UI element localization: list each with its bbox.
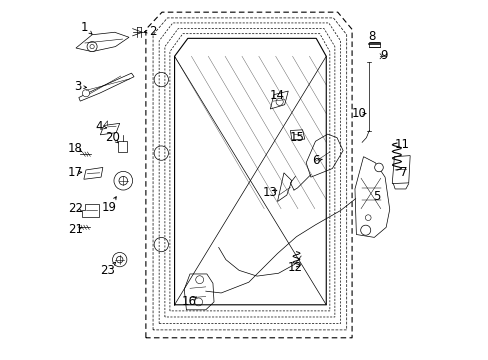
Circle shape (112, 252, 126, 267)
Text: 4: 4 (95, 121, 103, 134)
Text: 3: 3 (74, 80, 81, 93)
Text: 1: 1 (81, 21, 88, 34)
Circle shape (114, 171, 132, 190)
Polygon shape (305, 134, 343, 177)
Polygon shape (290, 130, 304, 140)
Circle shape (119, 176, 127, 185)
Polygon shape (184, 274, 214, 310)
Polygon shape (79, 73, 134, 101)
Text: 15: 15 (289, 131, 305, 144)
Circle shape (116, 256, 122, 263)
Text: 6: 6 (312, 154, 319, 167)
Text: 20: 20 (105, 131, 120, 144)
Text: 9: 9 (380, 49, 387, 62)
Text: 19: 19 (101, 202, 116, 215)
Polygon shape (354, 157, 389, 237)
Text: 17: 17 (68, 166, 82, 179)
Text: 23: 23 (100, 264, 115, 277)
Circle shape (82, 90, 89, 97)
Text: 10: 10 (351, 107, 366, 120)
Polygon shape (100, 123, 120, 135)
Text: 21: 21 (68, 223, 82, 236)
Text: 12: 12 (286, 261, 302, 274)
Text: 18: 18 (68, 142, 82, 155)
Polygon shape (83, 167, 102, 179)
Polygon shape (76, 32, 129, 51)
Text: 8: 8 (367, 30, 375, 43)
Polygon shape (277, 173, 291, 202)
Circle shape (154, 237, 168, 252)
Circle shape (87, 41, 97, 51)
Text: 7: 7 (400, 166, 407, 179)
Polygon shape (270, 91, 287, 109)
Circle shape (276, 98, 283, 105)
Bar (118, 140, 126, 152)
Text: 5: 5 (373, 190, 380, 203)
Circle shape (154, 146, 168, 160)
Polygon shape (368, 41, 379, 47)
Circle shape (360, 225, 370, 235)
Text: 11: 11 (394, 138, 409, 151)
Circle shape (374, 163, 383, 172)
Polygon shape (391, 156, 409, 184)
Circle shape (365, 215, 370, 221)
Text: 2: 2 (149, 25, 157, 38)
Text: 22: 22 (68, 202, 82, 215)
Text: 13: 13 (263, 186, 277, 199)
Text: 16: 16 (181, 295, 196, 308)
Circle shape (90, 44, 94, 49)
Circle shape (154, 72, 168, 87)
Circle shape (194, 298, 202, 306)
Text: 14: 14 (269, 89, 284, 102)
Polygon shape (82, 204, 99, 217)
Circle shape (195, 276, 203, 284)
